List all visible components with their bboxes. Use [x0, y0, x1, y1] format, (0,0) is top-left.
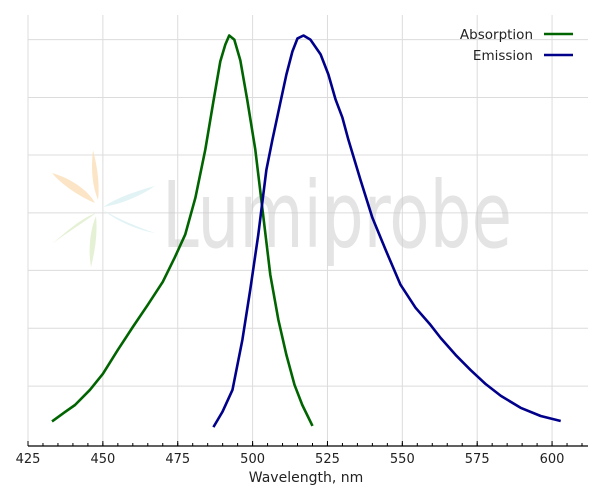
- x-tick-label: 600: [540, 452, 565, 467]
- x-tick-label: 550: [390, 452, 415, 467]
- grid: [27, 15, 588, 446]
- series-lines: [51, 34, 562, 428]
- x-axis-label: Wavelength, nm: [249, 470, 363, 486]
- svg-text:Lumiprobe: Lumiprobe: [162, 162, 512, 269]
- x-tick-label: 525: [315, 452, 340, 467]
- series-line-emission: [212, 34, 562, 428]
- legend-label-absorption: Absorption: [460, 27, 533, 43]
- x-tick-label: 425: [16, 452, 41, 467]
- x-tick-label: 575: [465, 452, 490, 467]
- x-tick-label: 500: [240, 452, 265, 467]
- legend-label-emission: Emission: [473, 48, 533, 64]
- legend: Absorption Emission: [460, 27, 573, 64]
- lumiprobe-watermark-logo: Lumiprobe: [52, 150, 512, 269]
- x-axis: 425 450 475 500 525 550 575 600: [16, 441, 588, 467]
- series-line-absorption: [51, 34, 314, 427]
- x-tick-label: 450: [90, 452, 115, 467]
- x-tick-label: 475: [165, 452, 190, 467]
